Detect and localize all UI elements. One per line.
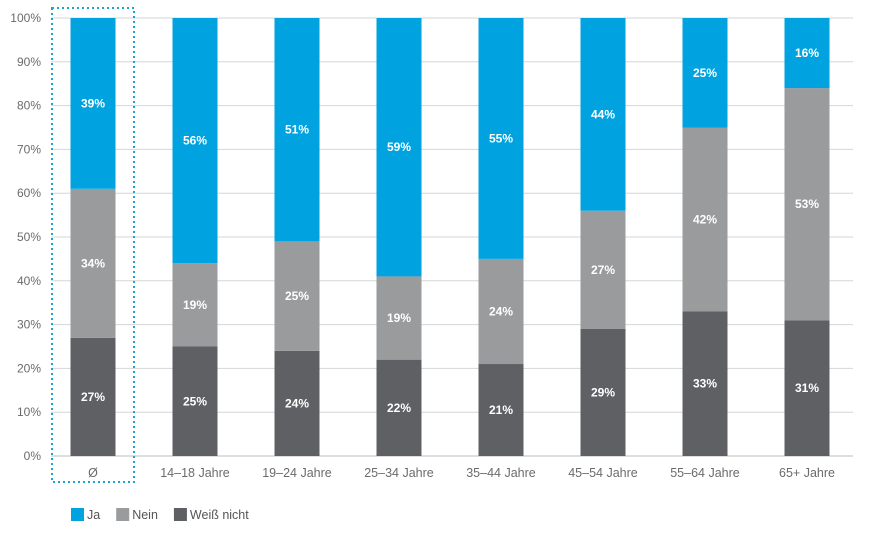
data-label: 24% — [489, 304, 513, 318]
data-labels: 27% 34% 39% 25% 19% 56% 24% 25% 51% 22% 19% 59% 21% 2… — [81, 46, 819, 417]
bar-segment — [70, 337, 116, 456]
data-label: 22% — [387, 401, 411, 415]
bar-segment — [580, 18, 626, 211]
legend: Ja Nein Weiß nicht — [71, 508, 249, 522]
y-tick-label: 40% — [17, 274, 41, 288]
x-tick-label: 55–64 Jahre — [670, 466, 740, 480]
data-label: 34% — [81, 256, 105, 270]
bar-segment — [784, 88, 830, 321]
bar-segment — [70, 188, 116, 338]
data-label: 19% — [183, 298, 207, 312]
legend-swatch — [116, 508, 130, 521]
legend-swatch — [173, 508, 187, 521]
legend-label: Weiß nicht — [190, 508, 249, 522]
data-label: 27% — [81, 390, 105, 404]
y-tick-label: 10% — [17, 405, 41, 419]
x-axis: Ø 14–18 Jahre 19–24 Jahre 25–34 Jahre 35–44 … — [88, 466, 835, 480]
data-label: 25% — [693, 66, 717, 80]
x-tick-label: 65+ Jahre — [779, 466, 835, 480]
y-tick-label: 80% — [17, 99, 41, 113]
x-tick-label: 45–54 Jahre — [568, 466, 638, 480]
y-tick-label: 60% — [17, 186, 41, 200]
gridlines — [51, 17, 853, 457]
bar-segment — [784, 18, 830, 89]
y-tick-label: 70% — [17, 142, 41, 156]
data-label: 25% — [285, 289, 309, 303]
data-label: 25% — [183, 394, 207, 408]
bar-segment — [682, 127, 728, 312]
data-label: 31% — [795, 381, 819, 395]
y-tick-label: 20% — [17, 361, 41, 375]
bar-segment — [682, 311, 728, 456]
y-tick-label: 50% — [17, 230, 41, 244]
data-label: 21% — [489, 403, 513, 417]
bar-segment — [580, 328, 626, 456]
data-label: 44% — [591, 107, 615, 121]
data-label: 59% — [387, 140, 411, 154]
bar-segment — [274, 18, 320, 242]
y-tick-label: 30% — [17, 318, 41, 332]
bar-segment — [274, 241, 320, 351]
data-label: 33% — [693, 377, 717, 391]
bar-segment — [682, 18, 728, 128]
x-tick-label: 14–18 Jahre — [160, 466, 230, 480]
bars — [70, 18, 830, 456]
bar-segment — [70, 18, 116, 189]
legend-swatch — [71, 508, 84, 521]
data-label: 55% — [489, 131, 513, 145]
bar-segment — [478, 364, 524, 456]
data-label: 53% — [795, 197, 819, 211]
data-label: 27% — [591, 263, 615, 277]
x-tick-label: 19–24 Jahre — [262, 466, 332, 480]
data-label: 29% — [591, 385, 615, 399]
bar-segment — [172, 18, 218, 264]
bar-segment — [376, 359, 422, 456]
data-label: 51% — [285, 123, 309, 137]
bar-segment — [172, 263, 218, 347]
data-label: 39% — [81, 96, 105, 110]
data-label: 56% — [183, 134, 207, 148]
x-tick-label: 25–34 Jahre — [364, 466, 434, 480]
bar-segment — [478, 258, 524, 365]
average-highlight-box — [51, 7, 135, 483]
x-tick-label: 35–44 Jahre — [466, 466, 536, 480]
bar-segment — [274, 350, 320, 456]
bar-segment — [376, 276, 422, 360]
y-tick-label: 90% — [17, 55, 41, 69]
legend-label: Ja — [87, 508, 100, 522]
x-tick-label: Ø — [88, 466, 98, 480]
bar-segment — [580, 210, 626, 329]
highlight-frame — [51, 7, 135, 483]
data-label: 42% — [693, 212, 717, 226]
bar-segment — [478, 18, 524, 259]
data-label: 16% — [795, 46, 819, 60]
legend-label: Nein — [132, 508, 158, 522]
y-tick-label: 100% — [10, 11, 41, 25]
data-label: 24% — [285, 396, 309, 410]
y-tick-label: 0% — [24, 449, 42, 463]
bar-segment — [784, 320, 830, 456]
bar-segment — [172, 346, 218, 456]
y-axis: 0% 10% 20% 30% 40% 50% 60% 70% 80% 90% 100% — [10, 11, 41, 463]
bar-segment — [376, 18, 422, 277]
data-label: 19% — [387, 311, 411, 325]
